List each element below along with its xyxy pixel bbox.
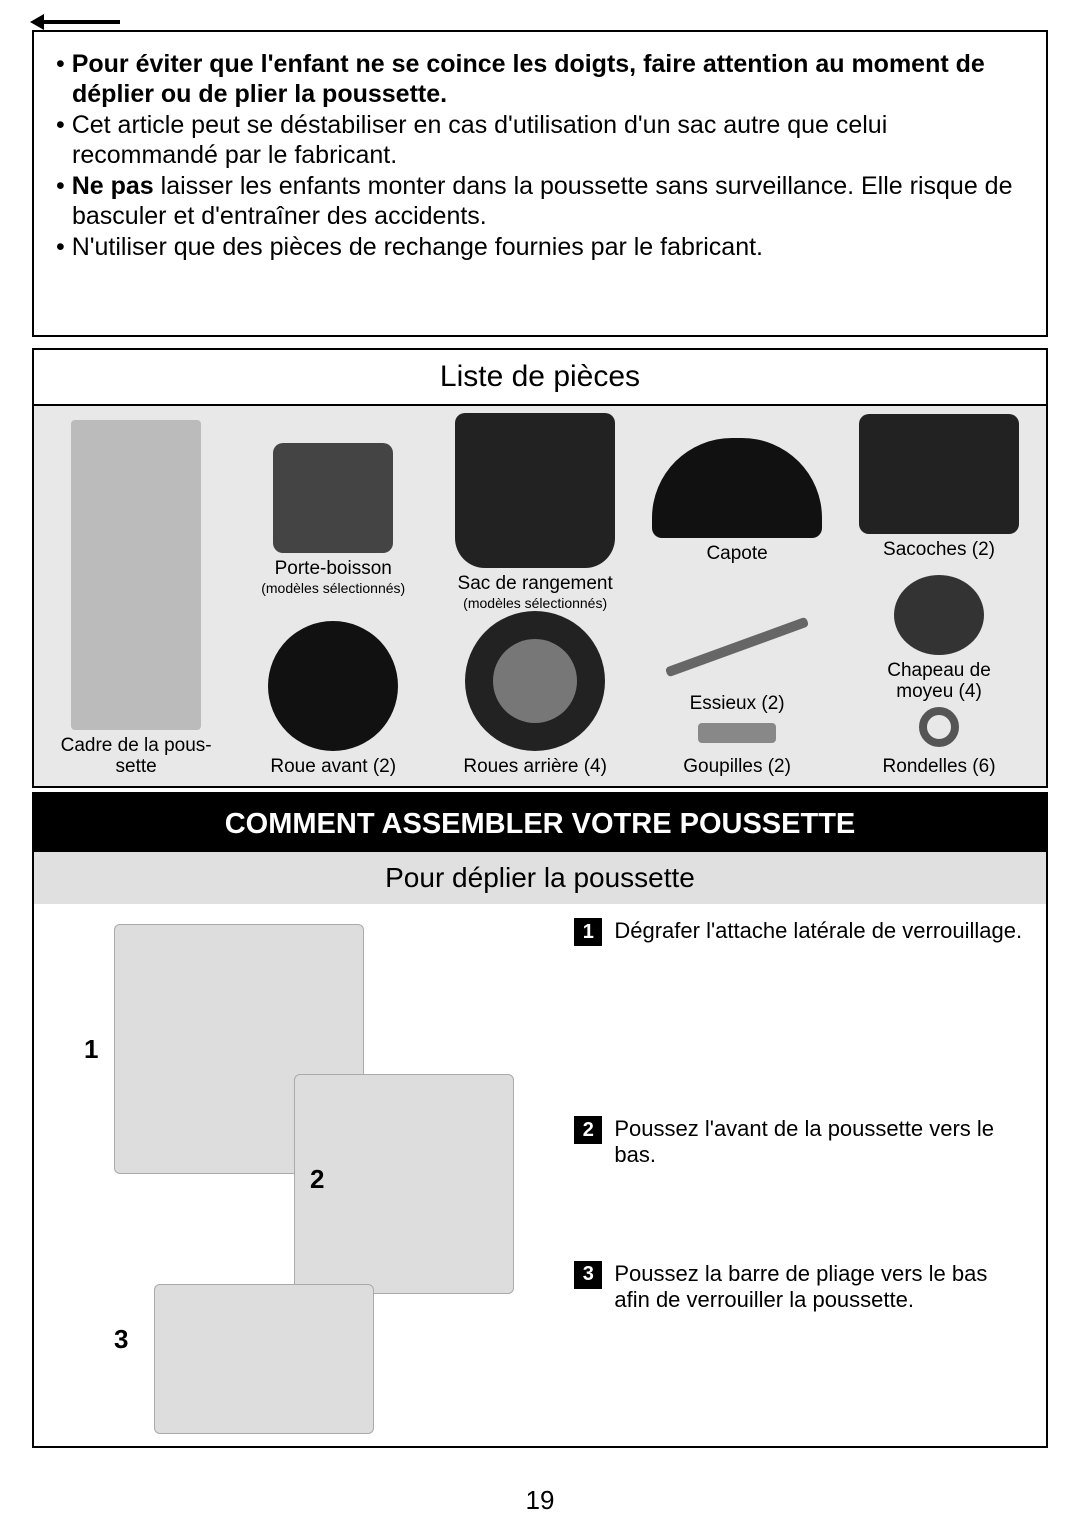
unfold-header: Pour déplier la poussette (34, 852, 1046, 904)
hubcap-image (894, 575, 984, 655)
step-row: 1 Dégrafer l'attache latérale de verroui… (574, 918, 1028, 946)
part-label: Chapeau de moyeu (4) (887, 661, 991, 703)
part-sublabel: (modèles sélectionnés) (463, 595, 607, 611)
back-arrow (40, 20, 120, 24)
step-number: 1 (574, 918, 602, 946)
part-label: Essieux (2) (690, 694, 785, 715)
warning-list: • Pour éviter que l'enfant ne se coince … (56, 50, 1024, 263)
part-label: Sacoches (2) (883, 540, 995, 561)
part-label: Cadre de la pous- sette (61, 736, 212, 778)
part-label: Rondelles (6) (883, 757, 996, 778)
part-label: Roues arrière (4) (463, 757, 607, 778)
diagram-label-3: 3 (114, 1324, 128, 1355)
diagram-3-image (154, 1284, 374, 1434)
part-label: Porte-boisson (275, 559, 392, 580)
cupholder-image (273, 443, 393, 553)
page-number: 19 (0, 1485, 1080, 1516)
warning-text: Cet article peut se déstabiliser en cas … (72, 111, 888, 169)
warning-bold: Ne pas (72, 172, 154, 200)
parts-col-2: Porte-boisson (modèles sélectionnés) Rou… (236, 414, 430, 778)
parts-list-title: Liste de pièces (34, 350, 1046, 406)
part-label: Roue avant (2) (270, 757, 396, 778)
warning-bold: Pour éviter que l'enfant ne se coince le… (72, 50, 985, 108)
storage-bag-image (455, 413, 615, 568)
parts-list-body: Cadre de la pous- sette Porte-boisson (m… (34, 406, 1046, 786)
assemble-banner: COMMENT ASSEMBLER VOTRE POUSSETTE (32, 792, 1048, 857)
part-label: Sac de rangement (458, 574, 613, 595)
frame-image (71, 420, 201, 730)
pin-image (698, 723, 776, 743)
canopy-image (652, 438, 822, 538)
warning-item: • Cet article peut se déstabiliser en ca… (56, 111, 1024, 170)
step-number: 3 (574, 1261, 602, 1289)
diagram-2-image (294, 1074, 514, 1294)
diagram-label-2: 2 (310, 1164, 324, 1195)
step-text: Poussez l'avant de la poussette vers le … (614, 1116, 1028, 1169)
step-row: 3 Poussez la barre de pliage vers le bas… (574, 1261, 1028, 1314)
part-label: Goupilles (2) (683, 757, 791, 778)
parts-col-4: Capote Essieux (2) Goupilles (2) (640, 414, 834, 778)
warning-box: • Pour éviter que l'enfant ne se coince … (32, 30, 1048, 337)
warning-item: • Pour éviter que l'enfant ne se coince … (56, 50, 1024, 109)
parts-col-5: Sacoches (2) Chapeau de moyeu (4) Rondel… (842, 414, 1036, 778)
part-sublabel: (modèles sélectionnés) (261, 580, 405, 596)
unfold-diagrams: 1 2 3 (34, 904, 570, 1446)
part-label: Capote (706, 544, 767, 565)
rear-wheel-image (465, 611, 605, 751)
front-wheel-image (268, 621, 398, 751)
diagram-label-1: 1 (84, 1034, 98, 1065)
unfold-body: 1 2 3 1 Dégrafer l'attache latérale de v… (34, 904, 1046, 1446)
unfold-steps: 1 Dégrafer l'attache latérale de verroui… (570, 904, 1046, 1446)
warning-text: laisser les enfants monter dans la pouss… (72, 172, 1012, 230)
warning-text: N'utiliser que des pièces de rechange fo… (72, 233, 763, 261)
axle-image (665, 617, 809, 678)
washer-image (919, 707, 959, 747)
parts-col-3: Sac de rangement (modèles sélectionnés) … (438, 414, 632, 778)
unfold-section: Pour déplier la poussette 1 2 3 1 Dégraf… (32, 852, 1048, 1448)
step-number: 2 (574, 1116, 602, 1144)
warning-item: • N'utiliser que des pièces de rechange … (56, 233, 1024, 263)
warning-item: • Ne pas laisser les enfants monter dans… (56, 172, 1024, 231)
step-text: Poussez la barre de pliage vers le bas a… (614, 1261, 1028, 1314)
step-text: Dégrafer l'attache latérale de verrouill… (614, 918, 1022, 944)
parts-col-frame: Cadre de la pous- sette (44, 414, 228, 778)
saddlebag-image (859, 414, 1019, 534)
step-row: 2 Poussez l'avant de la poussette vers l… (574, 1116, 1028, 1169)
parts-list-section: Liste de pièces Cadre de la pous- sette … (32, 348, 1048, 788)
